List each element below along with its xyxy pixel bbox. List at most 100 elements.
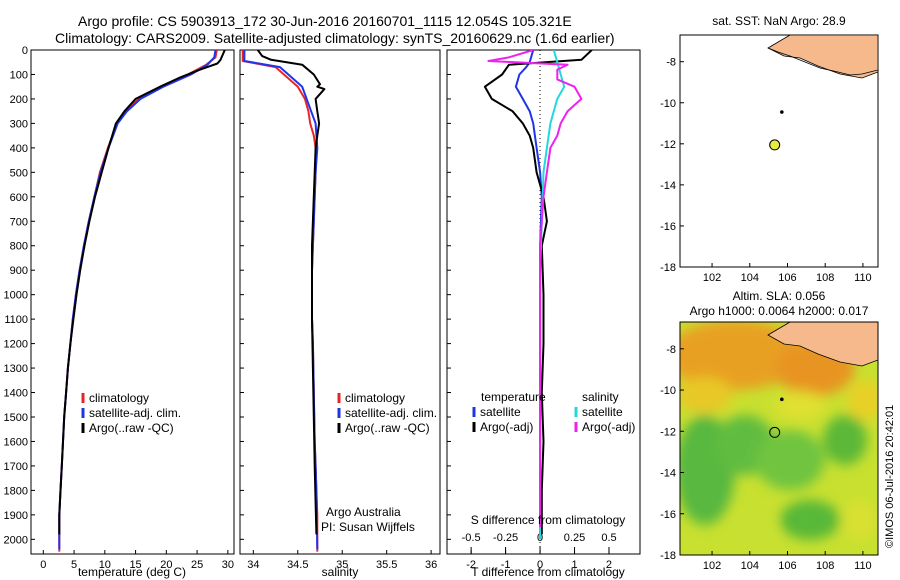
x-tick-label: 102 (703, 272, 721, 284)
legend-item-label: satellite-adj. clim. (345, 406, 437, 420)
x-tick-label: 5 (71, 559, 77, 571)
y-tick-label: -12 (660, 139, 676, 151)
x-tick-label: 110 (854, 560, 872, 572)
salinity-xlabel: salinity (322, 565, 359, 579)
top-x-tick-label: 0.5 (601, 532, 616, 544)
y-tick-label: 1900 (4, 510, 28, 522)
y-tick-label: 800 (10, 241, 28, 253)
sla-map-frame (679, 321, 879, 556)
island-marker (780, 397, 784, 402)
y-tick-label: 1200 (4, 339, 28, 351)
x-tick-label: -1 (501, 559, 511, 571)
x-tick-label: 104 (741, 272, 759, 284)
y-tick-label: 0 (22, 45, 28, 57)
x-tick-label: 106 (778, 272, 796, 284)
y-tick-label: -18 (660, 262, 676, 274)
x-tick-label: 108 (816, 560, 834, 572)
legend-item-label: Argo(..raw -QC) (345, 421, 430, 435)
sla-map-panel: Altim. SLA: 0.056 Argo h1000: 0.0064 h20… (660, 289, 879, 572)
argo-float-marker (769, 426, 781, 438)
x-tick-label: 106 (778, 560, 796, 572)
y-tick-label: 1800 (4, 485, 28, 497)
y-tick-label: 1100 (4, 314, 28, 326)
y-tick-label: 500 (10, 167, 28, 179)
coastline (767, 47, 878, 76)
x-tick-label: 25 (191, 559, 203, 571)
y-tick-label: 2000 (4, 534, 28, 546)
legend-item-label: Argo(..raw -QC) (89, 421, 174, 435)
x-tick-label: 1 (571, 559, 577, 571)
x-tick-label: 2 (606, 559, 612, 571)
y-tick-label: 300 (10, 118, 28, 130)
argo-float-marker (769, 139, 781, 151)
y-tick-label: -16 (660, 509, 676, 521)
land-mass (767, 322, 878, 367)
figure-title: Argo profile: CS 5903913_172 30-Jun-2016… (78, 13, 572, 29)
x-tick-label: 15 (129, 559, 141, 571)
legend-item-label: Argo(-adj) (582, 420, 635, 434)
y-tick-label: 900 (10, 265, 28, 277)
difference-series (483, 50, 593, 540)
sla-map-marks (769, 397, 784, 438)
legend-title-salinity: salinity (582, 390, 619, 404)
island-marker (780, 110, 784, 114)
difference-top-xlabel: S difference from climatology (471, 513, 626, 527)
y-tick-label: 100 (10, 69, 28, 81)
figure-subtitle: Climatology: CARS2009. Satellite-adjuste… (55, 30, 615, 46)
legend-item-label: satellite (582, 405, 623, 419)
temperature-plot-frame (30, 49, 235, 555)
series-line-argo-raw-qc--2 (58, 50, 226, 535)
y-tick-label: 400 (10, 143, 28, 155)
temperature-ticks: 0 5 10 15 20 25 300100200300400500600700800900… (4, 45, 234, 571)
x-tick-label: 110 (854, 272, 872, 284)
temperature-xlabel: temperature (deg C) (78, 565, 186, 579)
y-tick-label: 1400 (4, 388, 28, 400)
difference-xlabel: T difference from climatology (471, 565, 625, 579)
y-tick-label: 700 (10, 216, 28, 228)
y-tick-label: -12 (660, 426, 676, 438)
credit-stamp: ©IMOS 06-Jul-2016 20:42:01 (884, 404, 896, 548)
salinity-plot-frame (239, 49, 441, 555)
salinity-panel: 34 34.5 35 35.5 36 salinity climatologysatel… (239, 49, 441, 579)
y-tick-label: 600 (10, 192, 28, 204)
y-tick-label: -10 (660, 98, 676, 110)
x-tick-label: 102 (703, 560, 721, 572)
x-tick-label: 0 (537, 559, 543, 571)
x-tick-label: 34.5 (287, 559, 308, 571)
x-tick-label: 20 (160, 559, 172, 571)
annotation-pi: PI: Susan Wijffels (321, 520, 415, 534)
sla-map-ticks: 102 104 106 108 110 -8 -10 -12 -14 -16 -18 (660, 344, 872, 572)
sst-map-marks (769, 110, 784, 151)
y-tick-label: -14 (660, 180, 676, 192)
y-tick-label: 1000 (4, 290, 28, 302)
difference-legend: temperature salinitysatelliteArgo(-adj)sa… (472, 390, 635, 434)
x-tick-label: 30 (222, 559, 234, 571)
legend-title-temperature: temperature (481, 390, 546, 404)
y-tick-label: 1600 (4, 436, 28, 448)
y-tick-label: 1700 (4, 461, 28, 473)
y-tick-label: -18 (660, 550, 676, 562)
temperature-panel: 0 5 10 15 20 25 300100200300400500600700800900… (4, 45, 235, 579)
x-tick-label: 35.5 (376, 559, 397, 571)
legend-item-label: satellite (480, 405, 521, 419)
annotation-argo-australia: Argo Australia (326, 505, 401, 519)
y-tick-label: 200 (10, 94, 28, 106)
legend-item-label: climatology (345, 391, 405, 405)
top-x-tick-label: -0.25 (493, 532, 518, 544)
x-tick-label: 0 (40, 559, 46, 571)
legend-item-label: Argo(-adj) (480, 420, 533, 434)
x-tick-label: 35 (336, 559, 348, 571)
sla-map-subtitle: Argo h1000: 0.0064 h2000: 0.017 (690, 304, 869, 318)
salinity-ticks: 34 34.5 35 35.5 36 (240, 49, 437, 571)
x-tick-label: 104 (741, 560, 759, 572)
y-tick-label: -10 (660, 385, 676, 397)
sla-heatmap (680, 322, 878, 555)
top-x-tick-label: 0.25 (564, 532, 585, 544)
top-x-tick-label: -0.5 (462, 532, 481, 544)
sla-map-title: Altim. SLA: 0.056 (733, 289, 826, 303)
salinity-series (241, 50, 326, 552)
